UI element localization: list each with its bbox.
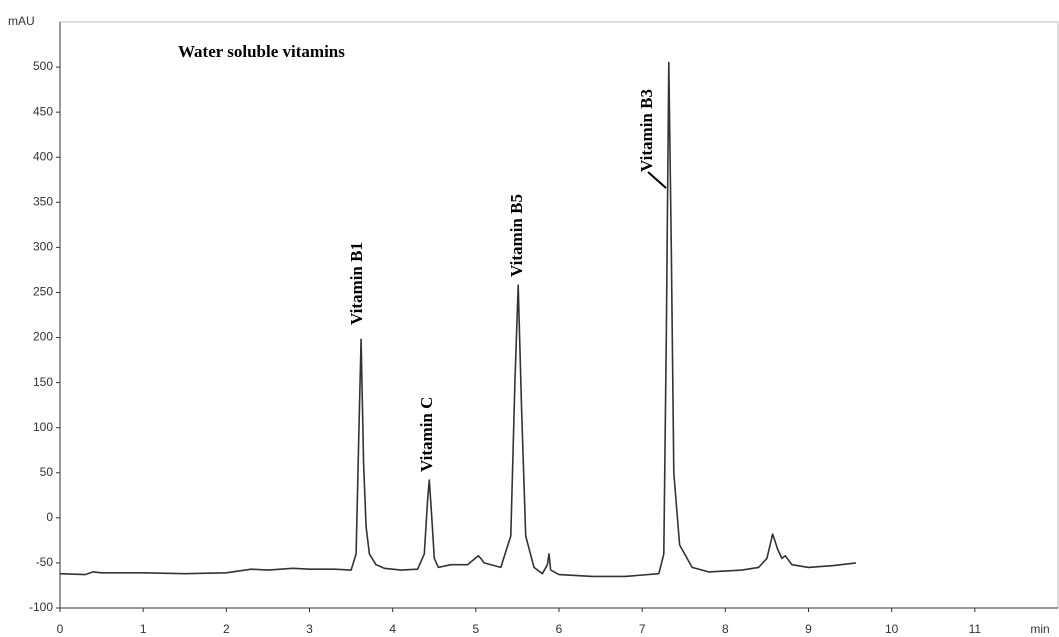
leader-line [647, 171, 667, 189]
x-tick-label: 2 [223, 622, 230, 636]
x-tick-label: 5 [472, 622, 479, 636]
x-tick-label: 7 [639, 622, 646, 636]
x-tick-label: 9 [805, 622, 812, 636]
y-tick-label: 0 [46, 510, 53, 524]
y-tick-label: 450 [33, 104, 53, 118]
y-tick-label: 300 [33, 240, 53, 254]
y-tick-label: 100 [33, 420, 53, 434]
x-tick-label: 10 [885, 622, 899, 636]
y-tick-label: 150 [33, 375, 53, 389]
y-tick-label: 400 [33, 149, 53, 163]
x-tick-label: 4 [389, 622, 396, 636]
plot-frame [59, 21, 1059, 609]
chart-title: Water soluble vitamins [178, 42, 345, 61]
y-tick-label: 250 [33, 285, 53, 299]
y-tick-label: 200 [33, 330, 53, 344]
x-tick-label: 3 [306, 622, 313, 636]
peak-label: Vitamin B5 [507, 194, 526, 277]
x-tick-label: 1 [140, 622, 147, 636]
x-tick-label: 11 [969, 622, 982, 636]
y-tick-label: 50 [40, 465, 54, 479]
y-tick-label: -100 [29, 600, 53, 614]
y-axis-label: mAU [8, 14, 35, 28]
y-tick-label: -50 [36, 555, 54, 569]
x-axis-label: min [1030, 622, 1049, 636]
trace [59, 61, 856, 578]
x-tick-label: 8 [722, 622, 729, 636]
peak-label: Vitamin B1 [347, 242, 366, 325]
peak-label: Vitamin C [417, 397, 436, 472]
y-tick-label: 350 [33, 194, 53, 208]
x-tick-label: 0 [57, 622, 64, 636]
x-tick-label: 6 [556, 622, 563, 636]
y-tick-label: 500 [33, 59, 53, 73]
peak-label: Vitamin B3 [637, 89, 656, 172]
